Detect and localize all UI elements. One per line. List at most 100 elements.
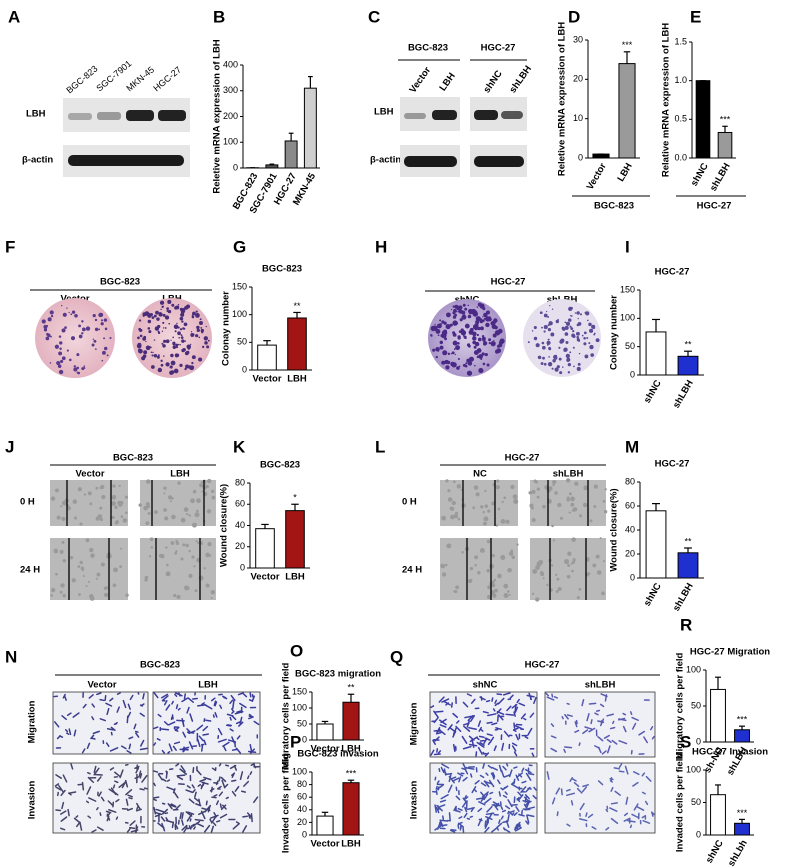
colony	[472, 341, 475, 344]
cell	[435, 806, 440, 814]
cell	[454, 511, 458, 515]
row-label: 0 H	[402, 497, 417, 508]
cell	[211, 495, 216, 500]
cell	[106, 707, 110, 716]
cell	[493, 745, 497, 752]
cell	[150, 546, 154, 549]
colony	[547, 338, 550, 341]
cell	[437, 750, 442, 754]
cell	[564, 746, 573, 749]
colony	[547, 361, 553, 367]
cell	[249, 748, 255, 754]
cell	[153, 726, 159, 730]
colony	[586, 337, 589, 340]
colony	[160, 308, 162, 311]
cell	[507, 813, 510, 823]
cell	[501, 500, 504, 503]
panel-letter: K	[233, 437, 246, 456]
colony	[482, 307, 486, 311]
cell	[631, 722, 637, 730]
cell	[195, 540, 198, 543]
cell	[505, 519, 510, 524]
cell	[487, 585, 492, 590]
y-tick-label: 0	[578, 152, 583, 162]
cell	[56, 515, 61, 520]
panel-title: HGC-27	[505, 453, 540, 464]
cell	[474, 779, 480, 785]
cell	[489, 736, 495, 744]
cell	[251, 695, 255, 702]
cell	[488, 812, 493, 820]
cell	[450, 828, 457, 832]
panel-letter: E	[690, 7, 701, 26]
colony	[488, 342, 491, 345]
x-tick-label: shNC	[704, 838, 726, 865]
colony	[483, 312, 488, 318]
colony	[591, 324, 596, 329]
y-tick-label: 50	[297, 718, 307, 728]
y-axis-label: Wound closure(%)	[609, 488, 620, 571]
colony	[58, 335, 62, 338]
lane-label: BGC-823	[64, 64, 99, 96]
colony	[432, 348, 436, 352]
cell	[554, 491, 558, 495]
y-axis-label: Colonay number	[221, 291, 232, 366]
cell	[134, 730, 139, 733]
cell	[437, 786, 440, 791]
bar	[710, 688, 726, 743]
colony	[551, 308, 554, 310]
cell	[143, 787, 148, 790]
cell	[458, 776, 462, 783]
cell	[588, 727, 596, 733]
row-label: 0 H	[20, 497, 35, 508]
cell	[171, 700, 174, 705]
cell	[180, 517, 186, 523]
cell	[153, 692, 159, 699]
cell	[612, 720, 615, 725]
colony	[444, 350, 447, 352]
cell	[194, 797, 199, 802]
cell	[237, 692, 244, 696]
cell	[531, 517, 536, 523]
colony	[182, 348, 186, 351]
chart-title: HGC-27	[655, 459, 690, 470]
y-axis-label: Relative mRNA expression of LBH	[661, 23, 672, 177]
cell	[112, 583, 117, 588]
cell	[517, 791, 522, 797]
colony	[54, 344, 60, 349]
y-tick-label: 60	[235, 499, 245, 509]
cell	[92, 730, 100, 735]
cell	[87, 776, 95, 783]
cell	[125, 789, 133, 796]
y-tick-label: 50	[625, 341, 635, 351]
colony	[473, 364, 476, 367]
cell	[511, 783, 520, 790]
cell	[167, 751, 171, 754]
cell	[115, 798, 120, 803]
colony	[467, 361, 473, 366]
cell	[187, 811, 195, 815]
cell	[77, 487, 82, 492]
cell	[109, 767, 115, 771]
cell	[207, 478, 212, 484]
cell	[529, 503, 534, 508]
cell	[532, 568, 538, 574]
cell	[175, 763, 180, 767]
cell	[235, 720, 242, 725]
cell	[487, 741, 491, 746]
colony	[430, 325, 437, 332]
cell	[629, 711, 633, 716]
colony	[60, 359, 64, 364]
cell	[203, 776, 212, 781]
cell	[497, 714, 504, 721]
colony	[564, 332, 569, 336]
cell	[638, 730, 646, 736]
cell	[114, 771, 122, 778]
cell	[546, 696, 555, 701]
cell	[89, 502, 93, 506]
cell	[502, 785, 509, 791]
cell	[605, 827, 610, 831]
colony	[559, 371, 563, 375]
cell	[566, 496, 570, 500]
group-label: BGC-823	[408, 43, 448, 54]
